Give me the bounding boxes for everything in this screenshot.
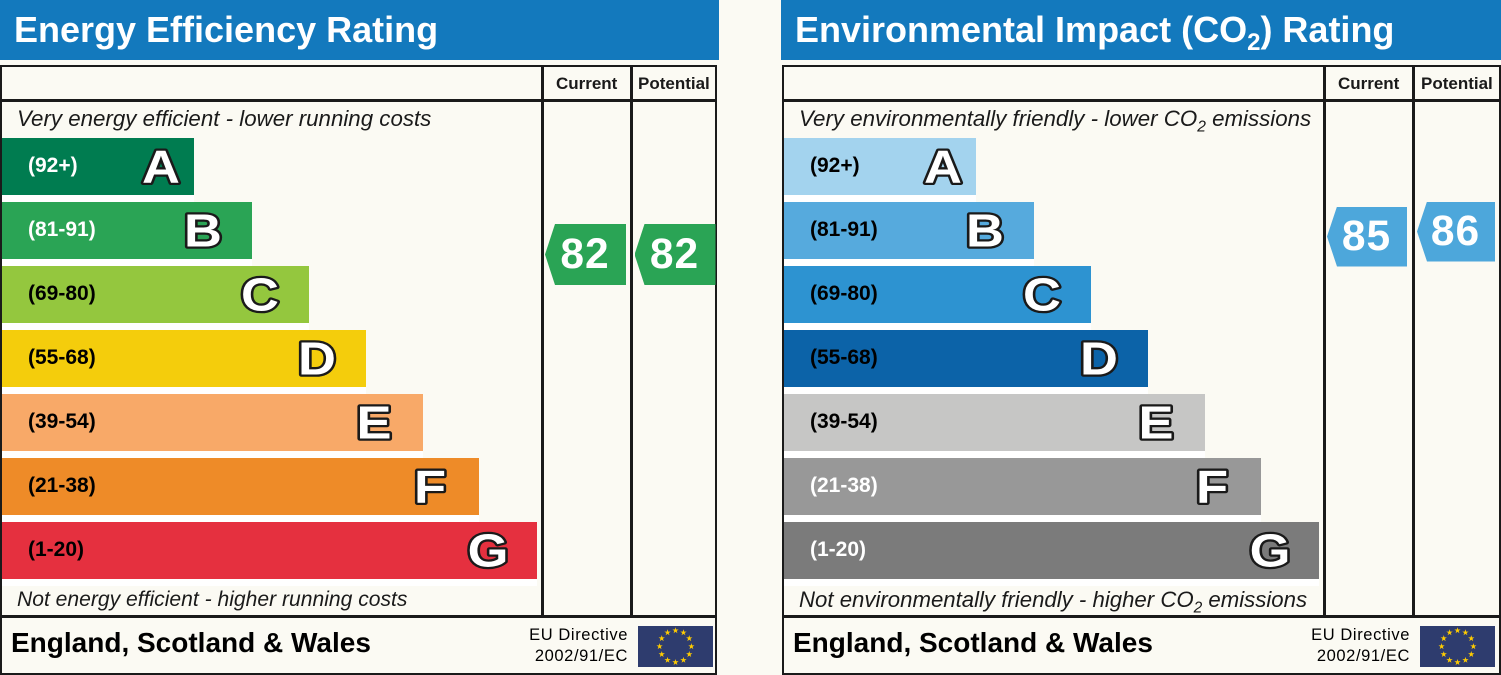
svg-text:B: B bbox=[966, 205, 1004, 255]
svg-text:C: C bbox=[241, 269, 279, 319]
svg-text:G: G bbox=[468, 525, 509, 575]
svg-text:D: D bbox=[298, 333, 336, 383]
svg-text:E: E bbox=[1138, 397, 1173, 447]
svg-text:F: F bbox=[1196, 461, 1228, 511]
svg-text:D: D bbox=[1080, 333, 1118, 383]
svg-text:G: G bbox=[1250, 525, 1291, 575]
svg-text:A: A bbox=[142, 141, 180, 191]
svg-text:C: C bbox=[1023, 269, 1061, 319]
svg-text:E: E bbox=[356, 397, 391, 447]
svg-text:A: A bbox=[924, 141, 962, 191]
svg-text:B: B bbox=[184, 205, 222, 255]
svg-text:F: F bbox=[414, 461, 446, 511]
